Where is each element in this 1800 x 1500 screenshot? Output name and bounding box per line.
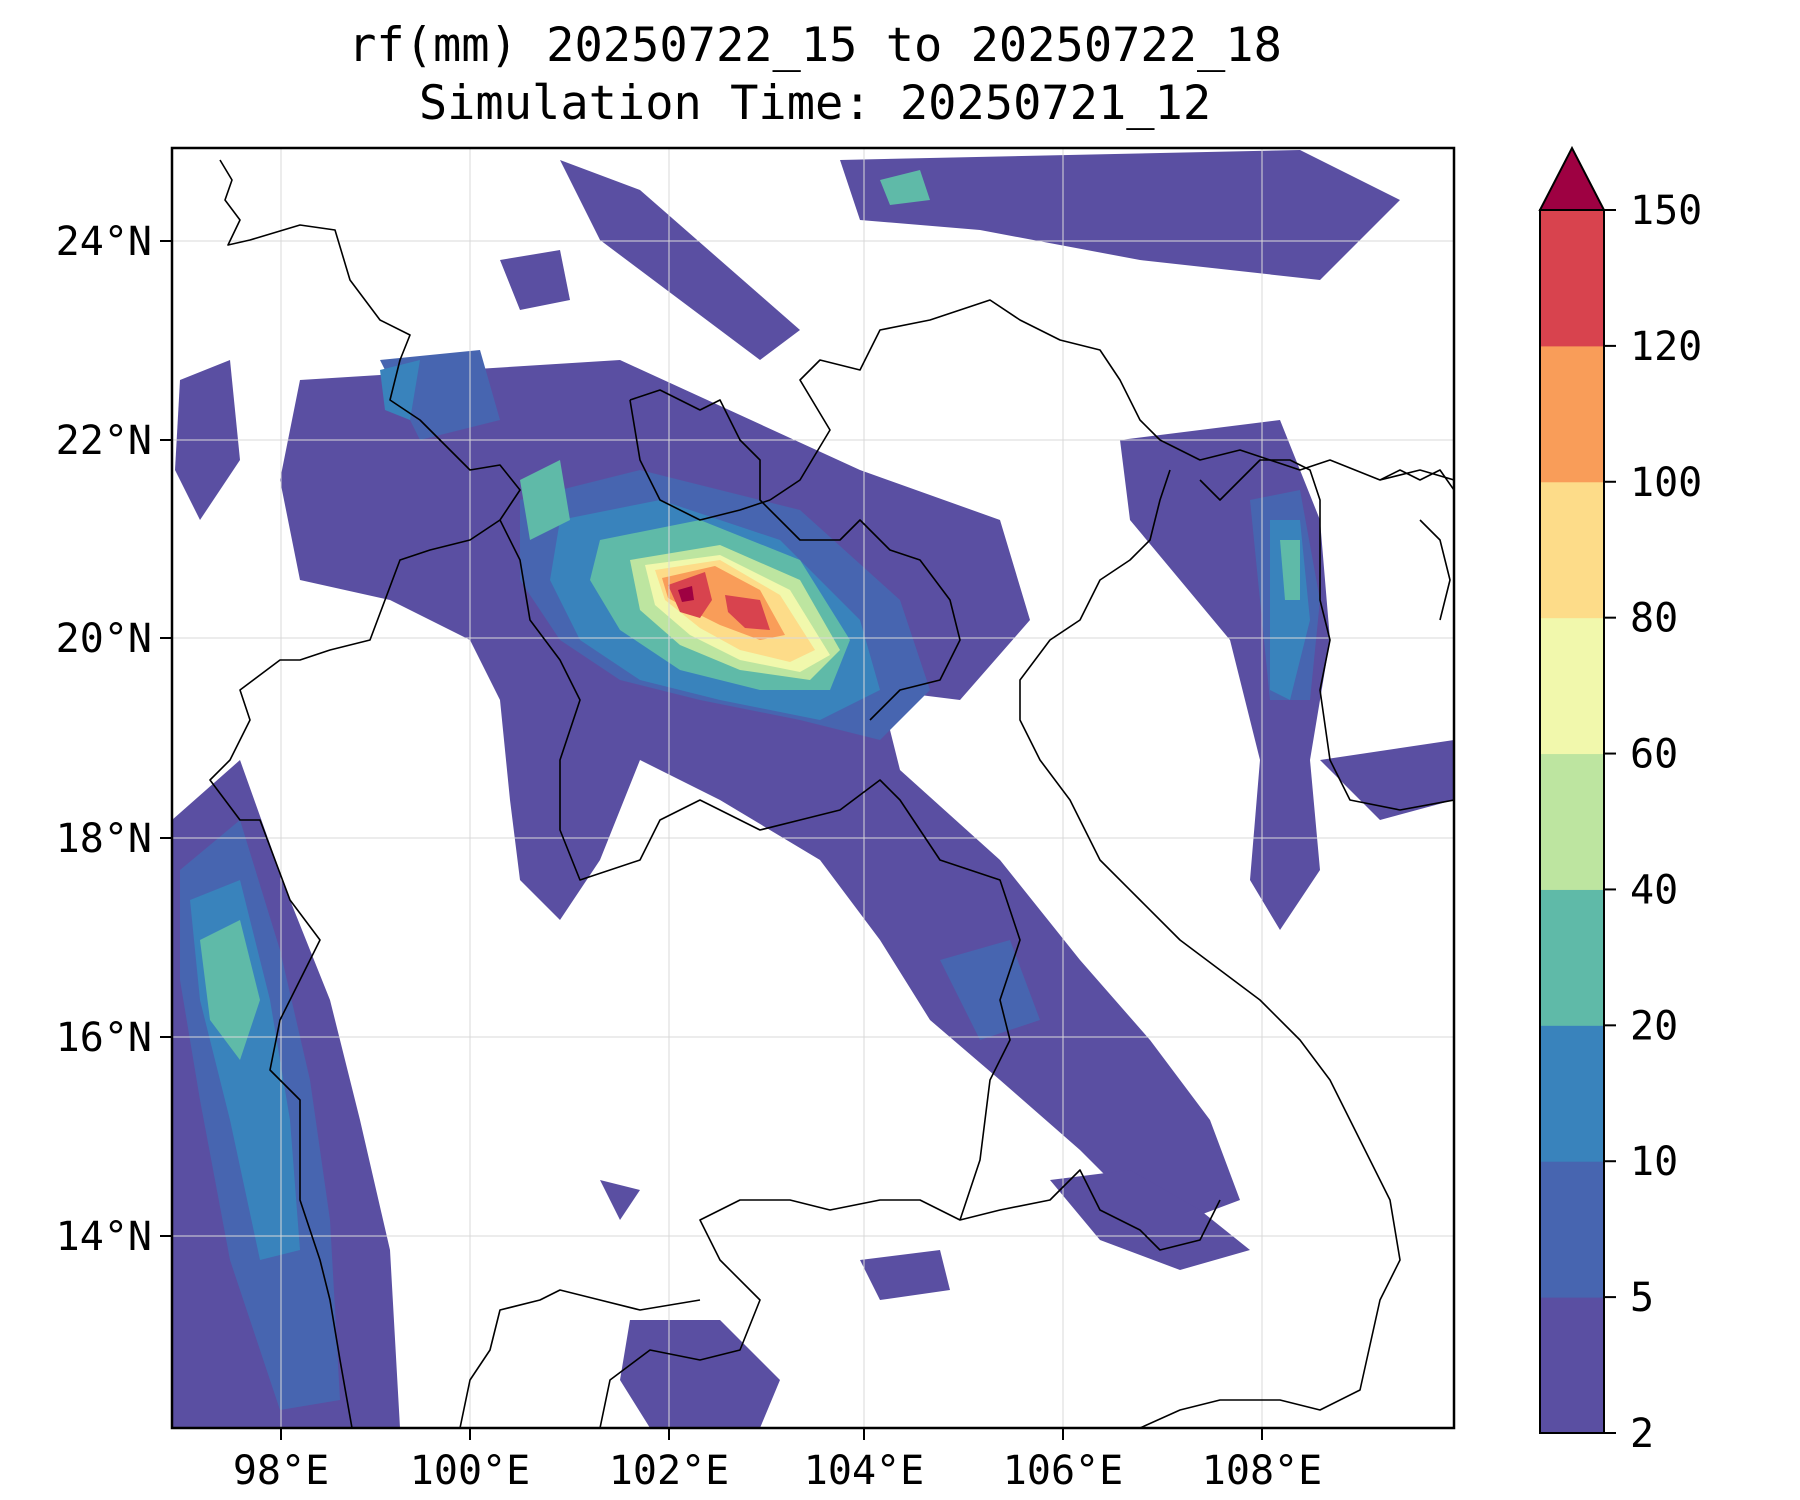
title-line-2: Simulation Time: 20250721_12 xyxy=(418,76,1212,131)
axis-ticks xyxy=(160,240,1263,1440)
colorbar-bin xyxy=(1540,889,1604,1026)
colorbar-frame xyxy=(1539,209,1605,1434)
colorbar-tick-label: 5 xyxy=(1630,1275,1654,1321)
precipitation-field xyxy=(172,148,1454,1428)
colorbar: 2 5 10 20 40 60 80 100 120 150 xyxy=(1538,145,1702,1457)
colorbar-tick-label: 2 xyxy=(1630,1411,1654,1457)
colorbar-tick-label: 60 xyxy=(1630,732,1678,778)
plot-area xyxy=(170,146,1456,1430)
colorbar-bin xyxy=(1540,481,1604,619)
x-tick-label: 98°E xyxy=(233,1448,329,1494)
colorbar-bin xyxy=(1540,1025,1604,1162)
colorbar-bin xyxy=(1540,1161,1604,1298)
y-tick-label: 14°N xyxy=(56,1214,152,1260)
colorbar-tick-label: 40 xyxy=(1630,867,1678,913)
y-tick-label: 22°N xyxy=(56,418,152,464)
colorbar-bin xyxy=(1540,617,1604,755)
y-axis-labels: 24°N 22°N 20°N 18°N 16°N 14°N xyxy=(56,219,152,1260)
colorbar-tick-label: 150 xyxy=(1630,188,1702,234)
y-tick-label: 20°N xyxy=(56,616,152,662)
colorbar-bin xyxy=(1540,345,1604,483)
title-line-1: rf(mm) 20250722_15 to 20250722_18 xyxy=(348,18,1282,73)
gridlines xyxy=(172,148,1454,1428)
colorbar-tick-label: 100 xyxy=(1630,460,1702,506)
x-tick-label: 106°E xyxy=(1003,1448,1123,1494)
x-tick-label: 108°E xyxy=(1202,1448,1322,1494)
x-axis-labels: 98°E 100°E 102°E 104°E 106°E 108°E xyxy=(233,1448,1322,1494)
colorbar-tick-label: 120 xyxy=(1630,324,1702,370)
y-tick-label: 16°N xyxy=(56,1015,152,1061)
x-tick-label: 104°E xyxy=(804,1448,924,1494)
colorbar-bin xyxy=(1540,753,1604,890)
colorbar-bin xyxy=(1540,210,1604,347)
colorbar-bin xyxy=(1540,1297,1604,1434)
plot-frame xyxy=(170,146,1456,1430)
rain-level-over-150 xyxy=(678,586,694,602)
country-borders xyxy=(209,159,1454,1428)
y-tick-label: 24°N xyxy=(56,219,152,265)
colorbar-tick-label: 10 xyxy=(1630,1139,1678,1185)
colorbar-extend-arrow xyxy=(1538,145,1606,211)
y-tick-label: 18°N xyxy=(56,816,152,862)
colorbar-tick-label: 20 xyxy=(1630,1003,1678,1049)
x-tick-label: 102°E xyxy=(609,1448,729,1494)
x-tick-label: 100°E xyxy=(410,1448,530,1494)
colorbar-tick-label: 80 xyxy=(1630,596,1678,642)
